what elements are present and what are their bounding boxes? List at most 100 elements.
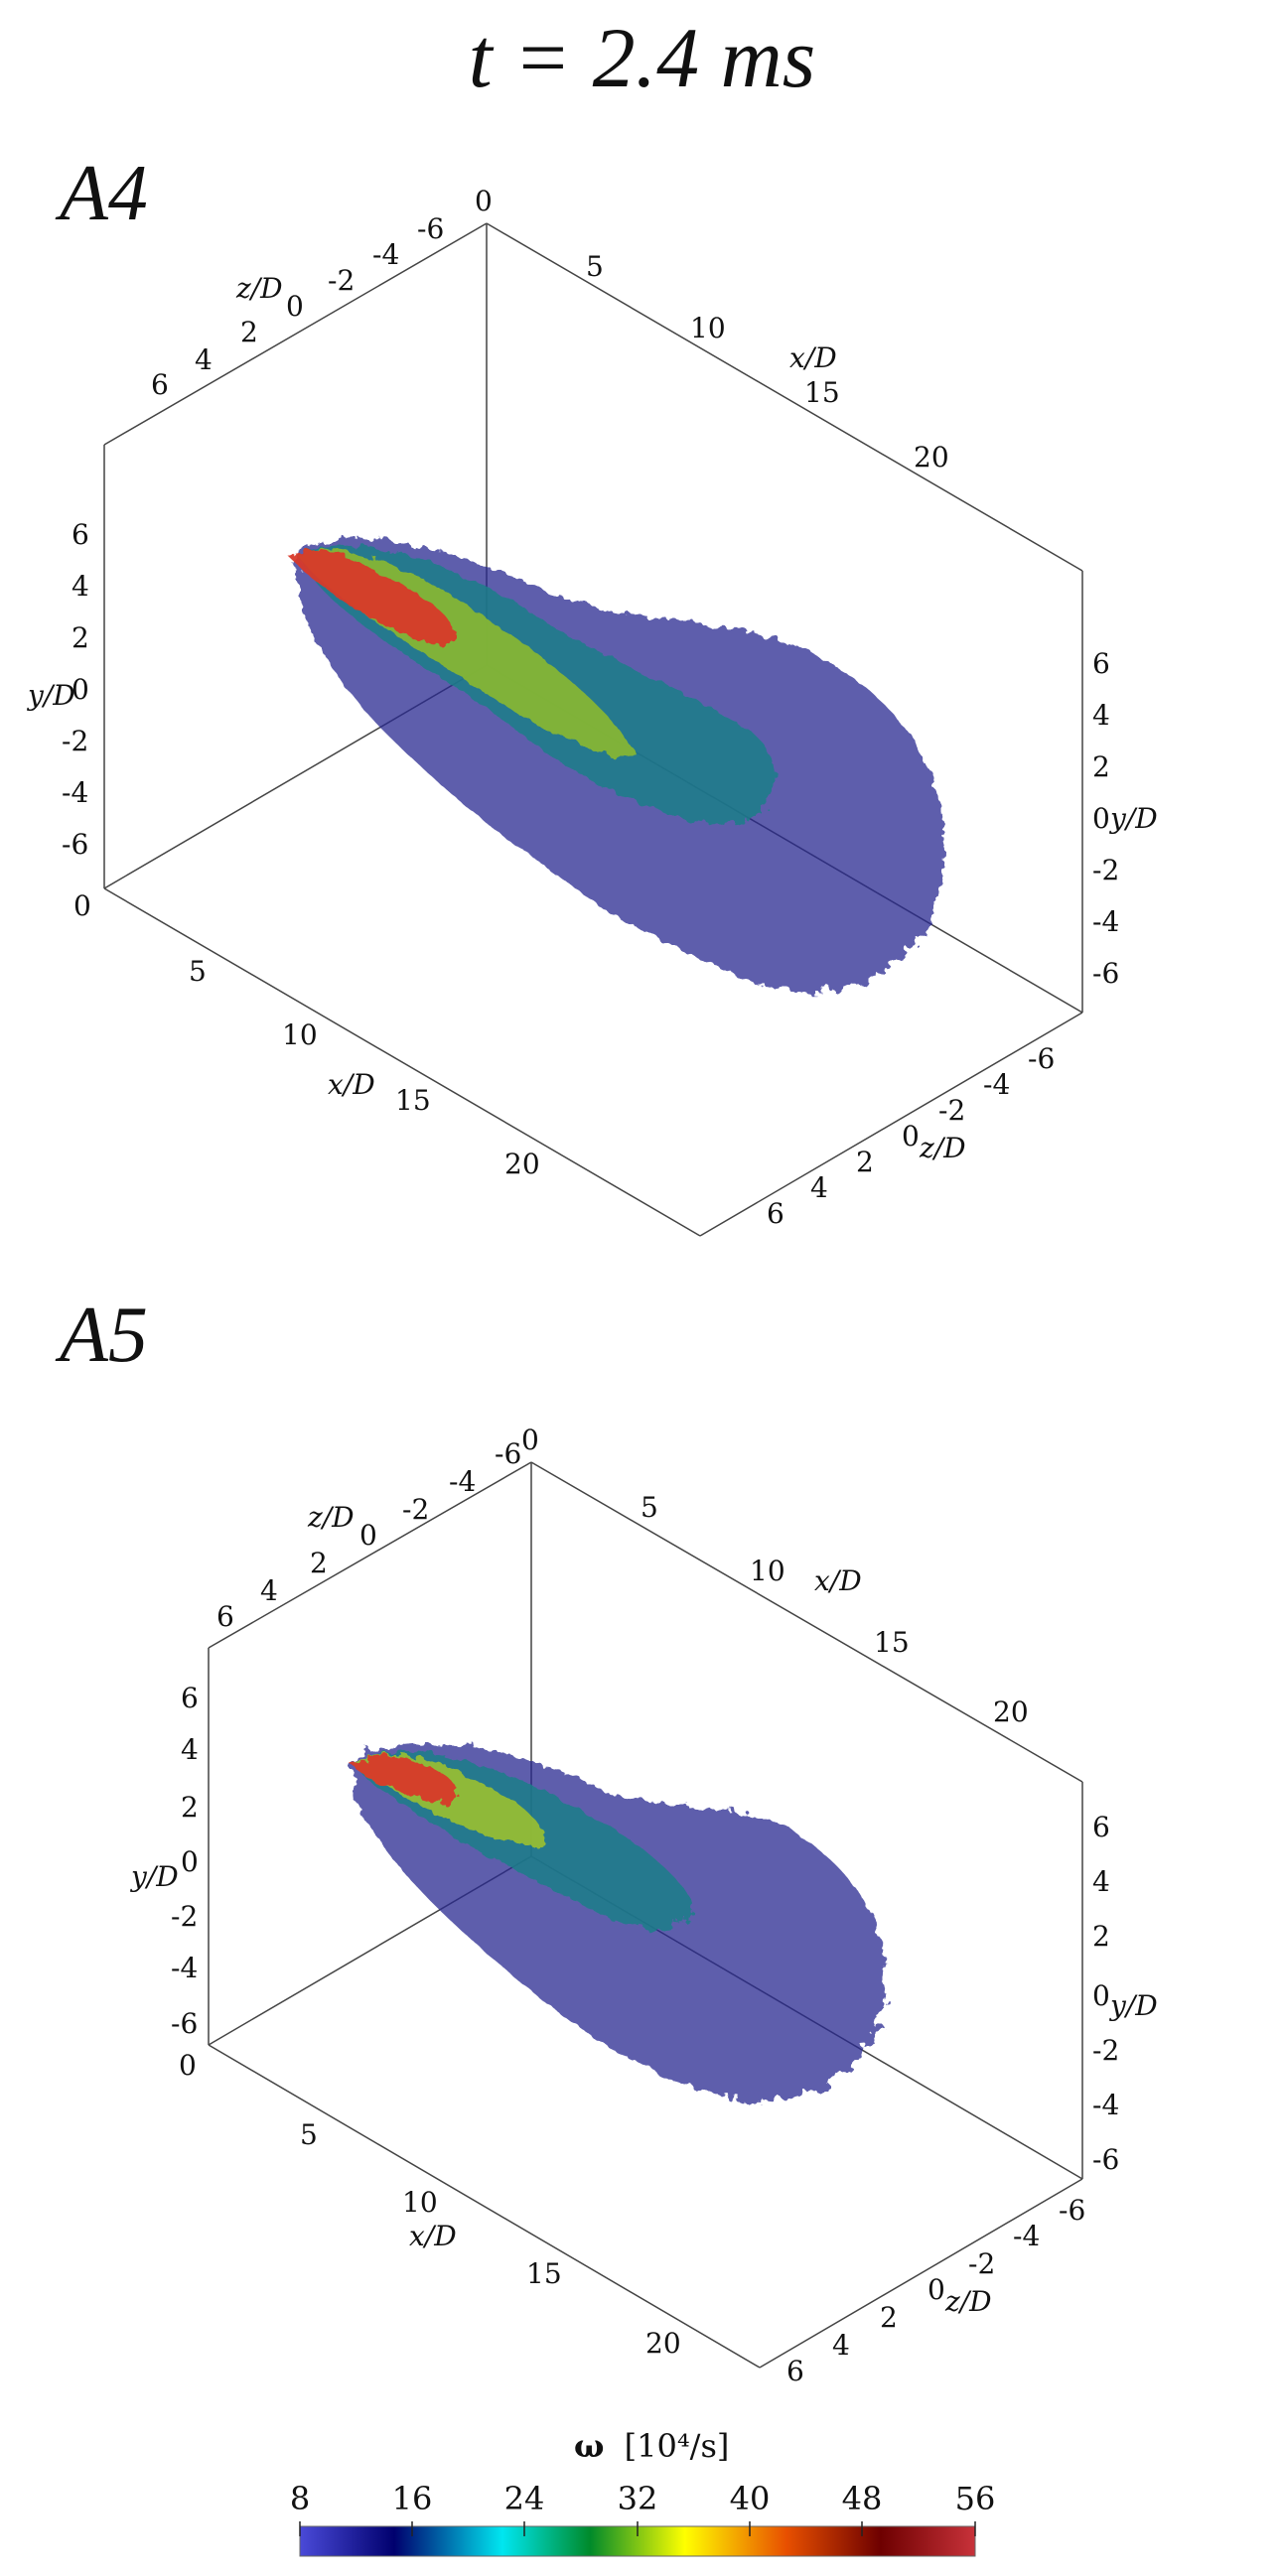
a5-bottom-z-tick-m2: -2: [968, 2247, 995, 2280]
a4-bottom-x-tick-10: 10: [282, 1018, 318, 1051]
a4-bottom-z-tick-6: 6: [767, 1197, 785, 1230]
a4-top-x-tick-0: 0: [475, 185, 493, 217]
a4-left-y-tick-4: 4: [71, 570, 89, 603]
panel-a5-right-y-ticks: 6 4 2 0 -2 -4 -6 y/D: [1092, 1811, 1158, 2176]
panel-a4-bottom-x-ticks: 0 5 10 15 20 x/D: [73, 889, 540, 1180]
colorbar-tick-8: 8: [290, 2480, 310, 2517]
panel-a4-vorticity-plume: [288, 537, 944, 993]
a4-left-y-tick-m2: -2: [62, 725, 88, 757]
panel-a5-vorticity-plume: [353, 1742, 886, 2101]
a4-top-z-tick-m2: -2: [328, 264, 355, 297]
colorbar-tick-48: 48: [842, 2480, 883, 2517]
a4-right-y-tick-4: 4: [1092, 699, 1110, 732]
panel-a4-bottom-z-ticks: 6 4 2 0 -2 -4 -6 z/D: [767, 1042, 1055, 1230]
a5-right-y-tick-0: 0: [1092, 1979, 1110, 2012]
colorbar-title: ω [10⁴/s]: [574, 2427, 729, 2465]
panel-a4-top-x-ticks: 0 5 10 15 20 x/D: [475, 185, 949, 474]
a5-bottom-z-tick-m4: -4: [1013, 2220, 1040, 2252]
a5-left-y-tick-m4: -4: [171, 1952, 198, 1984]
a5-left-y-tick-m2: -2: [171, 1900, 198, 1933]
panel-a5-bottom-x-ticks: 0 5 10 15 20 x/D: [179, 2049, 681, 2360]
a5-bottom-z-tick-6: 6: [786, 2355, 804, 2387]
a4-right-y-tick-6: 6: [1092, 647, 1110, 680]
colorbar-title-symbol: ω: [574, 2427, 604, 2465]
a5-left-y-tick-4: 4: [181, 1733, 199, 1766]
a5-bottom-x-label: x/D: [409, 2220, 457, 2252]
a5-right-y-tick-m2: -2: [1092, 2034, 1119, 2067]
a4-bottom-x-label: x/D: [328, 1068, 375, 1101]
a4-top-z-tick-m4: -4: [372, 238, 399, 271]
panel-a5-top-z-ticks: 6 4 2 0 -2 -4 -6 z/D: [216, 1437, 521, 1633]
a5-top-z-tick-4: 4: [260, 1574, 278, 1607]
a4-bottom-x-tick-5: 5: [189, 955, 207, 988]
colorbar-tick-32: 32: [618, 2480, 658, 2517]
a4-top-x-tick-10: 10: [690, 312, 726, 344]
a4-bottom-z-tick-m6: -6: [1028, 1042, 1055, 1075]
panel-a4-left-y-ticks: 6 4 2 0 -2 -4 -6 y/D: [26, 518, 89, 861]
panel-a4-axes-box: [103, 222, 1083, 1237]
a5-top-x-tick-10: 10: [750, 1555, 785, 1587]
a4-top-z-tick-m6: -6: [417, 212, 444, 245]
a5-top-z-tick-2: 2: [310, 1547, 328, 1579]
a4-top-x-tick-20: 20: [914, 441, 949, 474]
a5-bottom-z-tick-2: 2: [880, 2301, 898, 2334]
a4-bottom-z-tick-m4: -4: [983, 1068, 1010, 1101]
a4-left-y-tick-m6: -6: [62, 828, 88, 861]
a5-bottom-z-tick-0: 0: [927, 2273, 945, 2306]
a4-top-z-tick-2: 2: [240, 316, 258, 348]
colorbar-tick-56: 56: [955, 2480, 996, 2517]
a5-right-y-label: y/D: [1108, 1989, 1158, 2022]
a4-top-z-tick-0: 0: [286, 290, 304, 323]
a5-bottom-x-tick-20: 20: [645, 2327, 681, 2360]
a5-top-z-tick-m2: -2: [402, 1493, 429, 1526]
a5-bottom-x-tick-15: 15: [526, 2257, 562, 2290]
a5-bottom-x-tick-0: 0: [179, 2049, 197, 2082]
a5-top-x-tick-0: 0: [521, 1424, 539, 1456]
colorbar-tick-marks: [299, 2521, 976, 2536]
a5-bottom-z-tick-m6: -6: [1059, 2194, 1085, 2227]
a4-top-x-tick-5: 5: [586, 250, 604, 283]
a4-top-z-tick-6: 6: [151, 368, 169, 401]
a5-right-y-tick-4: 4: [1092, 1865, 1110, 1898]
a5-bottom-x-tick-5: 5: [300, 2118, 318, 2151]
a4-right-y-tick-m4: -4: [1092, 905, 1119, 938]
a4-bottom-z-tick-2: 2: [856, 1146, 874, 1178]
a4-top-x-tick-15: 15: [804, 376, 840, 409]
a4-bottom-z-tick-0: 0: [902, 1120, 920, 1152]
colorbar-tick-40: 40: [730, 2480, 771, 2517]
a5-top-z-tick-m4: -4: [449, 1465, 476, 1498]
a4-right-y-tick-2: 2: [1092, 750, 1110, 783]
a5-left-y-tick-0: 0: [181, 1845, 199, 1878]
a5-left-y-tick-6: 6: [181, 1682, 199, 1714]
a5-top-x-tick-5: 5: [641, 1491, 658, 1524]
a4-left-y-label: y/D: [26, 679, 75, 712]
a5-bottom-x-tick-10: 10: [402, 2186, 438, 2219]
a4-bottom-x-tick-15: 15: [395, 1084, 431, 1117]
a5-left-y-tick-2: 2: [181, 1791, 199, 1824]
a5-top-z-tick-0: 0: [359, 1519, 377, 1552]
a5-left-y-tick-m6: -6: [171, 2007, 198, 2040]
colorbar: ω [10⁴/s] 8 16 24 32 40 48 56: [290, 2427, 996, 2557]
a5-top-z-tick-m6: -6: [495, 1437, 521, 1470]
a5-top-x-label: x/D: [814, 1564, 862, 1597]
panel-label-a4: A4: [60, 150, 148, 237]
a4-top-x-label: x/D: [789, 341, 837, 374]
colorbar-tick-16: 16: [392, 2480, 433, 2517]
a4-left-y-tick-0: 0: [71, 673, 89, 706]
a4-bottom-x-tick-0: 0: [73, 889, 91, 922]
a4-bottom-x-tick-20: 20: [504, 1148, 540, 1180]
panel-label-a5: A5: [60, 1291, 148, 1379]
figure-title: t = 2.4 ms: [468, 10, 816, 105]
a4-bottom-z-tick-4: 4: [810, 1171, 828, 1204]
a4-right-y-tick-m6: -6: [1092, 957, 1119, 990]
panel-a5-top-x-ticks: 0 5 10 15 20 x/D: [521, 1424, 1029, 1728]
a4-right-y-tick-0: 0: [1092, 802, 1110, 835]
colorbar-title-units: [10⁴/s]: [625, 2427, 730, 2465]
a4-left-y-tick-6: 6: [71, 518, 89, 551]
a4-bottom-z-label: z/D: [919, 1132, 966, 1164]
colorbar-tick-24: 24: [504, 2480, 545, 2517]
a4-left-y-tick-m4: -4: [62, 776, 88, 809]
a4-top-z-label: z/D: [235, 272, 283, 305]
a5-right-y-tick-2: 2: [1092, 1920, 1110, 1953]
